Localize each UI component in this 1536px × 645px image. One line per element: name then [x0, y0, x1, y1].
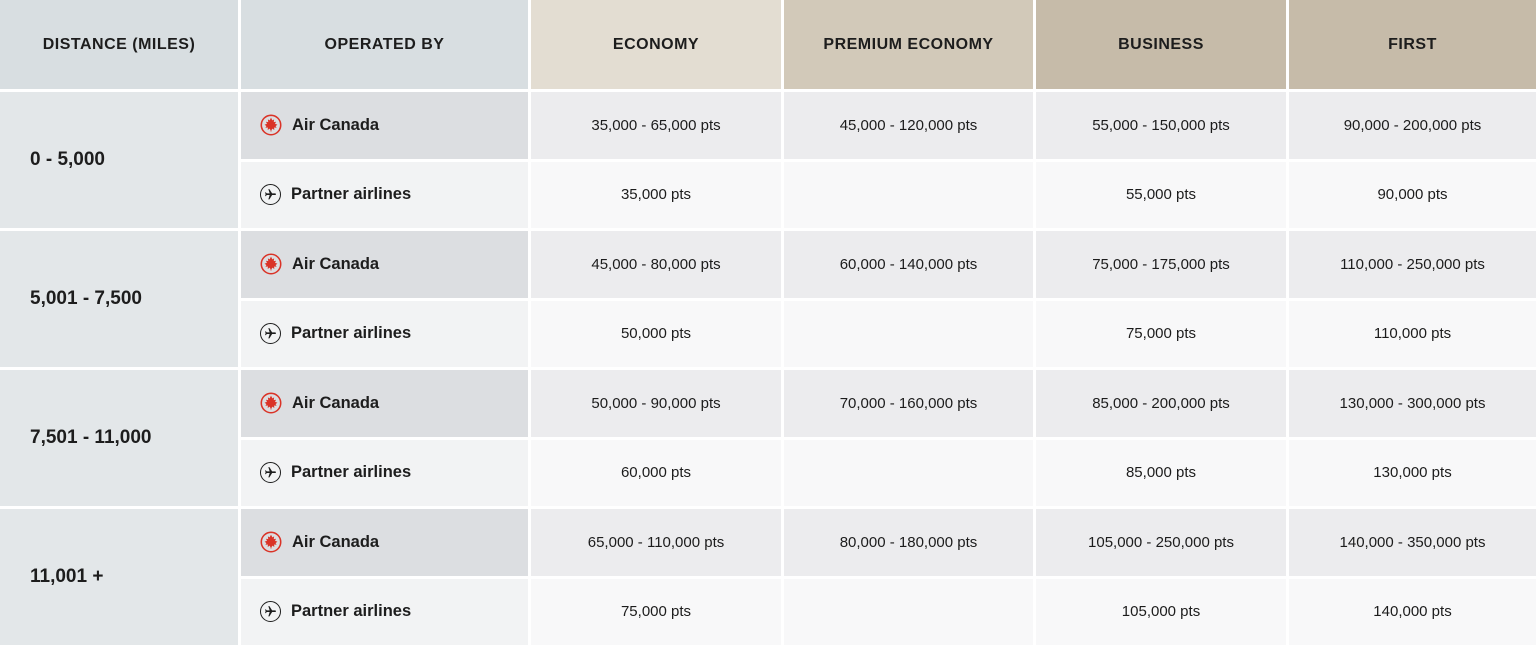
points-cell	[784, 439, 1033, 506]
column-header-business: BUSINESS	[1036, 0, 1286, 89]
distance-cell: 11,001 +	[0, 509, 238, 645]
operator-label: Partner airlines	[291, 463, 412, 482]
distance-cell: 0 - 5,000	[0, 92, 238, 228]
points-cell	[784, 161, 1033, 228]
air-canada-maple-leaf-icon	[260, 392, 282, 414]
points-cell: 75,000 pts	[531, 578, 781, 645]
points-cell: 140,000 pts	[1289, 578, 1536, 645]
operator-cell-air-canada: Air Canada	[241, 92, 528, 159]
points-cell: 105,000 - 250,000 pts	[1036, 509, 1286, 576]
points-cell: 50,000 - 90,000 pts	[531, 370, 781, 437]
points-cell: 75,000 pts	[1036, 300, 1286, 367]
operator-cell-partner: Partner airlines	[241, 161, 528, 228]
points-cell: 70,000 - 160,000 pts	[784, 370, 1033, 437]
air-canada-maple-leaf-icon	[260, 114, 282, 136]
operator-cell-partner: Partner airlines	[241, 578, 528, 645]
operator-label: Air Canada	[292, 254, 380, 273]
points-cell: 55,000 pts	[1036, 161, 1286, 228]
points-cell: 90,000 - 200,000 pts	[1289, 92, 1536, 159]
points-cell: 110,000 pts	[1289, 300, 1536, 367]
partner-airplane-icon	[260, 462, 281, 484]
operator-label: Partner airlines	[291, 602, 412, 621]
points-cell: 80,000 - 180,000 pts	[784, 509, 1033, 576]
distance-cell: 5,001 - 7,500	[0, 231, 238, 367]
points-cell: 75,000 - 175,000 pts	[1036, 231, 1286, 298]
operator-label: Partner airlines	[291, 185, 412, 204]
partner-airplane-icon	[260, 184, 281, 206]
points-cell: 130,000 pts	[1289, 439, 1536, 506]
air-canada-maple-leaf-icon	[260, 253, 282, 275]
column-header-distance: DISTANCE (MILES)	[0, 0, 238, 89]
points-cell: 45,000 - 80,000 pts	[531, 231, 781, 298]
points-cell: 60,000 pts	[531, 439, 781, 506]
distance-cell: 7,501 - 11,000	[0, 370, 238, 506]
points-cell: 35,000 - 65,000 pts	[531, 92, 781, 159]
column-header-economy: ECONOMY	[531, 0, 781, 89]
operator-cell-partner: Partner airlines	[241, 439, 528, 506]
operator-label: Air Canada	[292, 115, 380, 134]
points-cell: 130,000 - 300,000 pts	[1289, 370, 1536, 437]
column-header-first: FIRST	[1289, 0, 1536, 89]
partner-airplane-icon	[260, 323, 281, 345]
points-cell: 65,000 - 110,000 pts	[531, 509, 781, 576]
partner-airplane-icon	[260, 601, 281, 623]
operator-label: Air Canada	[292, 393, 380, 412]
operator-cell-air-canada: Air Canada	[241, 231, 528, 298]
points-cell: 50,000 pts	[531, 300, 781, 367]
points-cell	[784, 578, 1033, 645]
points-cell: 140,000 - 350,000 pts	[1289, 509, 1536, 576]
air-canada-maple-leaf-icon	[260, 531, 282, 553]
points-cell: 45,000 - 120,000 pts	[784, 92, 1033, 159]
points-cell: 35,000 pts	[531, 161, 781, 228]
points-cell: 105,000 pts	[1036, 578, 1286, 645]
operator-label: Partner airlines	[291, 324, 412, 343]
operator-cell-partner: Partner airlines	[241, 300, 528, 367]
points-cell: 85,000 - 200,000 pts	[1036, 370, 1286, 437]
points-cell	[784, 300, 1033, 367]
points-cell: 85,000 pts	[1036, 439, 1286, 506]
operator-cell-air-canada: Air Canada	[241, 370, 528, 437]
points-cell: 110,000 - 250,000 pts	[1289, 231, 1536, 298]
operator-cell-air-canada: Air Canada	[241, 509, 528, 576]
points-cell: 55,000 - 150,000 pts	[1036, 92, 1286, 159]
column-header-premium-economy: PREMIUM ECONOMY	[784, 0, 1033, 89]
operator-label: Air Canada	[292, 532, 380, 551]
points-cell: 90,000 pts	[1289, 161, 1536, 228]
points-cell: 60,000 - 140,000 pts	[784, 231, 1033, 298]
column-header-operated-by: OPERATED BY	[241, 0, 528, 89]
